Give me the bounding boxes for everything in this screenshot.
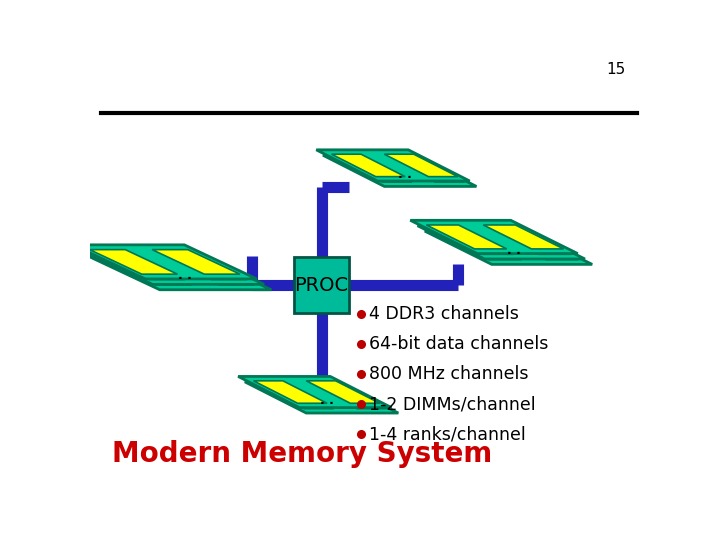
Polygon shape [483, 225, 564, 249]
Polygon shape [159, 255, 247, 280]
Polygon shape [238, 376, 392, 408]
Polygon shape [441, 236, 521, 260]
Polygon shape [96, 255, 185, 280]
Polygon shape [384, 154, 458, 177]
Polygon shape [245, 382, 398, 413]
Polygon shape [418, 226, 585, 259]
Polygon shape [313, 386, 387, 409]
Polygon shape [425, 231, 592, 265]
Text: · ·: · · [178, 273, 192, 286]
Polygon shape [498, 236, 578, 260]
Polygon shape [104, 260, 192, 285]
Text: 1-4 ranks/channel: 1-4 ranks/channel [369, 425, 526, 443]
Polygon shape [89, 249, 178, 274]
Polygon shape [152, 249, 240, 274]
Text: 64-bit data channels: 64-bit data channels [369, 335, 549, 353]
Text: Modern Memory System: Modern Memory System [112, 440, 492, 468]
Text: 15: 15 [606, 62, 626, 77]
FancyBboxPatch shape [294, 257, 349, 313]
Polygon shape [490, 231, 571, 254]
Polygon shape [260, 386, 334, 409]
Polygon shape [323, 155, 477, 186]
Text: 1-2 DIMMs/channel: 1-2 DIMMs/channel [369, 395, 536, 413]
Polygon shape [410, 220, 577, 254]
Polygon shape [87, 255, 271, 290]
Text: · ·: · · [398, 171, 413, 184]
Polygon shape [391, 160, 464, 182]
Text: 4 DDR3 channels: 4 DDR3 channels [369, 305, 519, 323]
Text: 800 MHz channels: 800 MHz channels [369, 365, 528, 383]
Polygon shape [80, 250, 264, 285]
Polygon shape [253, 381, 327, 403]
Polygon shape [331, 154, 405, 177]
Polygon shape [73, 245, 257, 279]
Polygon shape [433, 231, 514, 254]
Polygon shape [166, 260, 254, 285]
Text: · ·: · · [507, 247, 521, 260]
Polygon shape [316, 150, 469, 181]
Text: · ·: · · [320, 397, 334, 410]
Polygon shape [338, 160, 412, 182]
Text: PROC: PROC [294, 276, 348, 295]
Polygon shape [426, 225, 507, 249]
Polygon shape [306, 381, 380, 403]
